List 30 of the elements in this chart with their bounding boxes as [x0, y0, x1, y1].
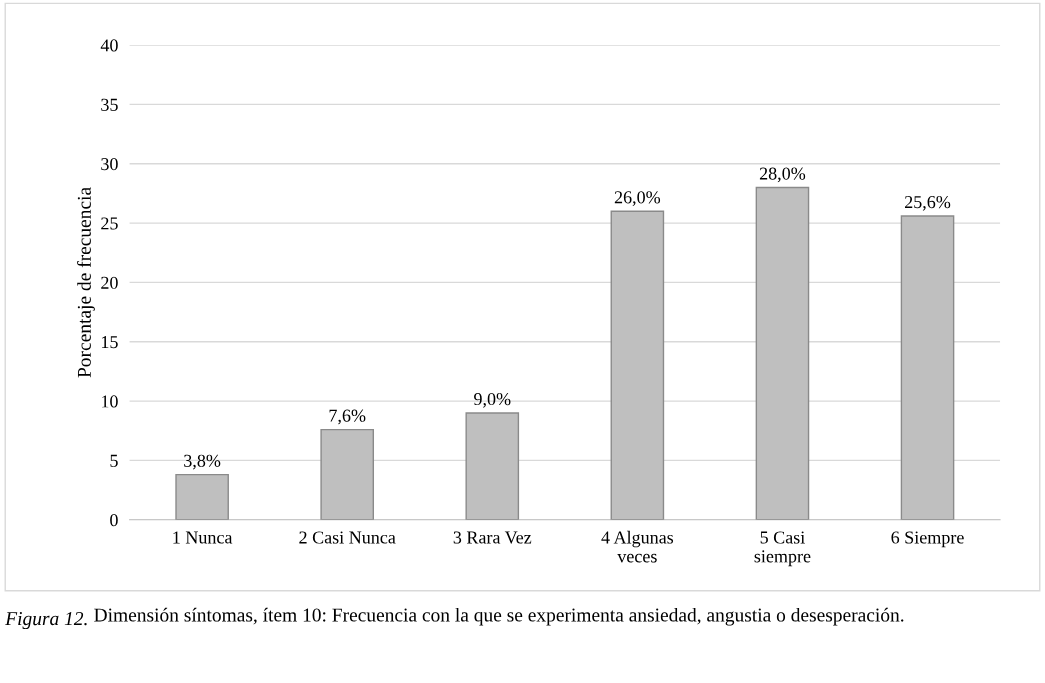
y-axis-title: Porcentaje de frecuencia [77, 187, 95, 378]
x-tick-label: 5 Casi siempre [754, 531, 811, 567]
bar [900, 215, 955, 520]
text: Figura 12. [5, 612, 87, 630]
x-tick-label: 4 Algunas veces [601, 530, 674, 563]
data-label: 28,0% [759, 167, 806, 183]
bar [320, 428, 375, 520]
bar [175, 473, 229, 520]
y-tick-label: 30 [101, 158, 118, 171]
data-label: 3,8% [184, 454, 221, 470]
bar [755, 186, 810, 520]
bar [610, 210, 665, 520]
text: Dimensión síntomas, ítem 10: Frecuencia con la que se experimenta ansiedad, angustia o desesperación. [94, 607, 904, 626]
y-tick-label: 5 [110, 454, 118, 467]
data-label: 26,0% [614, 191, 661, 206]
y-tick-label: 0 [110, 514, 118, 527]
y-tick-label: 25 [101, 217, 118, 230]
y-tick-label: 20 [101, 276, 118, 289]
x-tick-label: 3 Rara Vez [453, 531, 532, 544]
y-tick-label: 35 [101, 98, 118, 111]
x-tick-label: 1 Nunca [173, 531, 233, 544]
data-label: 25,6% [905, 195, 951, 211]
bar [465, 412, 520, 520]
y-tick-label: 10 [102, 395, 118, 408]
y-tick-label: 40 [100, 39, 118, 52]
data-label: 9,0% [474, 392, 511, 408]
x-tick-label: 2 Casi Nunca [299, 531, 396, 544]
y-tick-label: 15 [102, 336, 118, 349]
data-label: 7,6% [329, 409, 366, 425]
x-tick-label: 6 Siempre [891, 531, 964, 548]
